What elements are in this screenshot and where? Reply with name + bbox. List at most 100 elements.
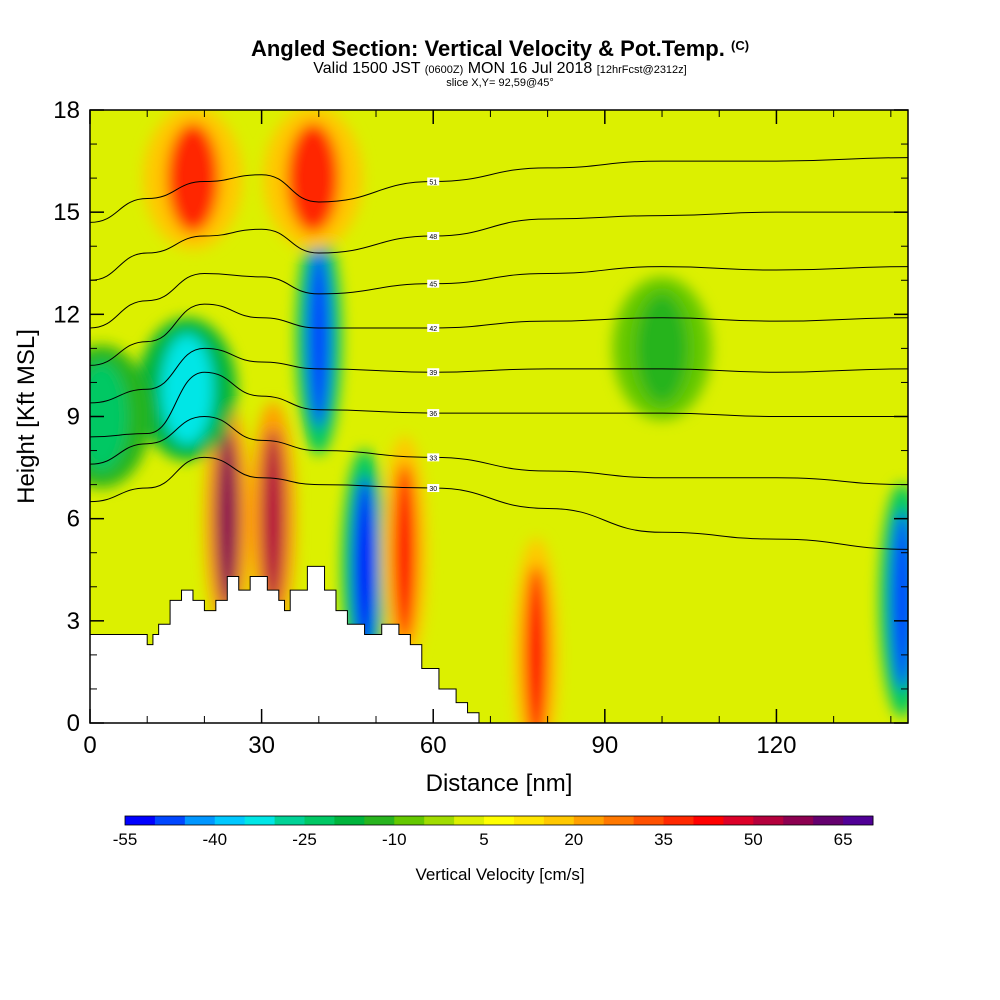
velocity-feature-7 [392, 462, 417, 643]
isentrope-48 [90, 211, 908, 281]
velocity-feature-11 [636, 293, 689, 404]
colorbar-swatch [304, 816, 335, 825]
y-tick-label: 12 [53, 301, 80, 328]
colorbar-label: Vertical Velocity [cm/s] [415, 865, 584, 884]
isentrope-label-bg [427, 368, 440, 377]
isentrope-label: 48 [429, 234, 437, 241]
x-tick-label: 60 [420, 732, 447, 759]
colorbar-swatch [154, 816, 186, 825]
velocity-feature-10 [90, 361, 128, 472]
isentrope-label-bg [427, 323, 440, 332]
colorbar-swatch [843, 816, 874, 825]
isentrope-label: 39 [429, 370, 437, 377]
y-tick-label: 3 [67, 608, 80, 635]
valid-time-zulu: (0600Z) [424, 64, 464, 76]
isentrope-label-bg [427, 409, 440, 418]
isentrope-label-bg [427, 279, 440, 288]
y-tick-label: 15 [53, 199, 80, 226]
colorbar-tick-label: -25 [292, 830, 317, 849]
isentrope-39 [90, 347, 908, 404]
colorbar-swatch [394, 816, 425, 825]
isentrope-label: 30 [429, 486, 437, 493]
colorbar-tick-label: -10 [382, 830, 407, 849]
velocity-feature-6 [287, 123, 340, 234]
velocity-feature-3 [215, 428, 240, 609]
chart-title-text: Angled Section: Vertical Velocity & Pot.… [250, 36, 725, 61]
colorbar-swatch [663, 816, 694, 825]
colorbar-swatch [244, 816, 276, 825]
chart-subtitle: Valid 1500 JST (0600Z) MON 16 Jul 2018 [… [0, 60, 1000, 78]
y-tick-label: 18 [53, 97, 80, 124]
y-axis-label: Height [Kft MSL] [13, 329, 40, 504]
colorbar-swatch [603, 816, 635, 825]
y-tick-label: 9 [67, 404, 80, 431]
y-tick-label: 0 [67, 710, 80, 737]
colorbar-swatch [753, 816, 784, 825]
velocity-feature-4 [261, 428, 286, 609]
isentrope-label-bg [427, 232, 440, 241]
isentrope-label-bg [427, 484, 440, 493]
colorbar-swatch [484, 816, 515, 825]
isentrope-label: 51 [429, 180, 437, 187]
isentrope-51 [90, 157, 908, 223]
colorbar-swatch [813, 816, 844, 825]
velocity-feature-8 [524, 564, 549, 723]
chart-title-unit: (C) [731, 38, 750, 53]
isentrope-label-bg [427, 453, 440, 462]
colorbar-tick-label: 50 [744, 830, 763, 849]
colorbar-tick-label: 35 [654, 830, 673, 849]
colorbar-swatch [274, 816, 306, 825]
isentrope-label: 33 [429, 455, 437, 462]
x-tick-label: 30 [248, 732, 275, 759]
velocity-feature-1 [352, 476, 377, 657]
colorbar-tick-label: -55 [113, 830, 138, 849]
x-axis-label: Distance [nm] [426, 770, 573, 797]
slice-info: slice X,Y= 92,59@45° [446, 77, 554, 89]
colorbar-swatch [783, 816, 814, 825]
x-tick-label: 90 [591, 732, 618, 759]
isentrope-label-bg [427, 177, 440, 186]
colorbar-swatch [424, 816, 455, 825]
colorbar-swatch [125, 816, 156, 825]
forecast-info: [12hrFcst@2312z] [596, 64, 687, 76]
isentrope-42 [90, 303, 908, 366]
colorbar-swatch [633, 816, 665, 825]
colorbar-swatch [723, 816, 754, 825]
y-tick-label: 6 [67, 506, 80, 533]
x-tick-label: 0 [83, 732, 96, 759]
colorbar-swatch [543, 816, 575, 825]
velocity-feature-0 [306, 248, 331, 429]
valid-date: MON 16 Jul 2018 [467, 60, 593, 77]
colorbar-tick-label: 65 [834, 830, 853, 849]
velocity-feature-9 [161, 334, 214, 445]
colorbar-tick-label: -40 [202, 830, 227, 849]
colorbar: -55 -40 -25 -10 5 20 35 50 65 Vertical Velocity [… [113, 815, 874, 884]
velocity-feature-5 [166, 123, 219, 234]
colorbar-swatch [573, 816, 605, 825]
colorbar-tick-label: 20 [564, 830, 583, 849]
chart-title: Angled Section: Vertical Velocity & Pot.… [0, 36, 1000, 62]
colorbar-swatch [513, 816, 545, 825]
terrain [90, 565, 908, 723]
isentrope-33 [90, 415, 908, 486]
velocity-feature-2 [890, 510, 908, 691]
colorbar-frame [124, 815, 874, 826]
isentrope-45 [90, 266, 908, 329]
colorbar-swatch [334, 816, 365, 825]
terrain-profile [90, 565, 908, 723]
colorbar-swatch [364, 816, 395, 825]
colorbar-swatch [693, 816, 724, 825]
colorbar-swatch [184, 816, 216, 825]
colorbar-swatch [214, 816, 246, 825]
isentrope-label: 36 [429, 411, 437, 418]
colorbar-tick-label: 5 [479, 830, 488, 849]
isentrope-label: 45 [429, 282, 437, 289]
isentrope-lines: 30 33 36 39 42 45 48 51 [90, 157, 908, 550]
isentrope-label: 42 [429, 326, 437, 333]
valid-time: Valid 1500 JST [313, 60, 421, 77]
isentrope-36 [90, 371, 908, 438]
colorbar-swatch [454, 816, 485, 825]
x-tick-label: 120 [756, 732, 796, 759]
